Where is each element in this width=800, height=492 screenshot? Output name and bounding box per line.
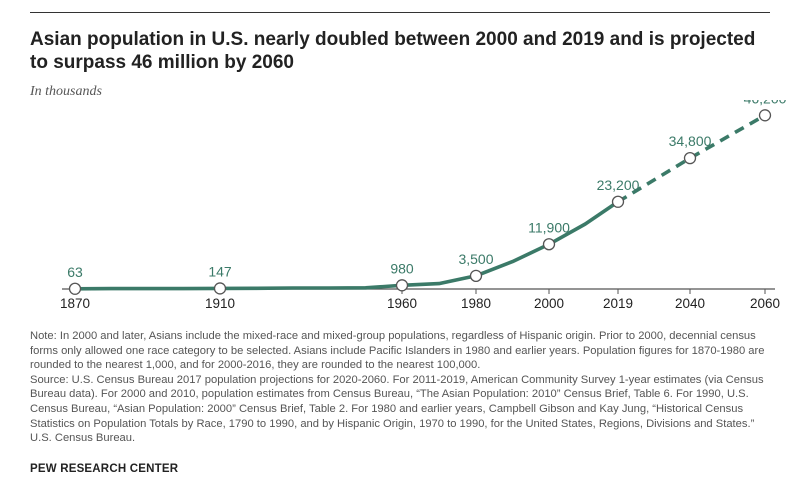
data-label: 3,500: [458, 251, 493, 267]
data-label: 23,200: [597, 177, 640, 193]
x-tick-label: 2000: [534, 296, 564, 311]
x-tick-label: 1980: [461, 296, 491, 311]
data-label: 980: [390, 260, 414, 276]
brand-footer: PEW RESEARCH CENTER: [30, 463, 179, 475]
chart-subtitle: In thousands: [30, 84, 102, 99]
x-tick-label: 2019: [603, 296, 633, 311]
note-text: Note: In 2000 and later, Asians include …: [30, 330, 765, 372]
x-tick-label: 1870: [60, 296, 90, 311]
data-point-marker: [611, 195, 625, 208]
line-chart: 1870 1910 1960 1980 2000 2019 2040 2060 63 147 980…: [60, 100, 787, 311]
data-point-marker: [758, 109, 772, 122]
data-label: 46,200: [744, 100, 787, 106]
chart-marks: 1870 1910 1960 1980 2000 2019 2040 2060 63 147 980…: [60, 100, 787, 311]
source-text: Source: U.S. Census Bureau 2017 populati…: [30, 373, 764, 445]
data-point-marker: [68, 282, 82, 295]
top-rule: [30, 12, 770, 13]
data-point-marker: [683, 152, 697, 165]
projected-series-line: [617, 113, 766, 204]
chart-title: Asian population in U.S. nearly doubled …: [30, 29, 756, 73]
data-label: 11,900: [528, 219, 570, 235]
x-tick-label: 2060: [750, 296, 780, 311]
data-label: 147: [208, 263, 232, 279]
x-tick-label: 1910: [205, 296, 235, 311]
x-tick-label: 1960: [387, 296, 417, 311]
chart-notes: Note: In 2000 and later, Asians include …: [30, 329, 775, 446]
data-label: 63: [67, 264, 83, 280]
data-point-marker: [213, 282, 227, 295]
data-point-marker: [469, 269, 483, 282]
data-point-marker: [542, 238, 556, 251]
historical-series-line: [73, 200, 620, 291]
data-label: 34,800: [669, 133, 712, 149]
data-point-marker: [395, 279, 409, 292]
x-tick-label: 2040: [675, 296, 705, 311]
